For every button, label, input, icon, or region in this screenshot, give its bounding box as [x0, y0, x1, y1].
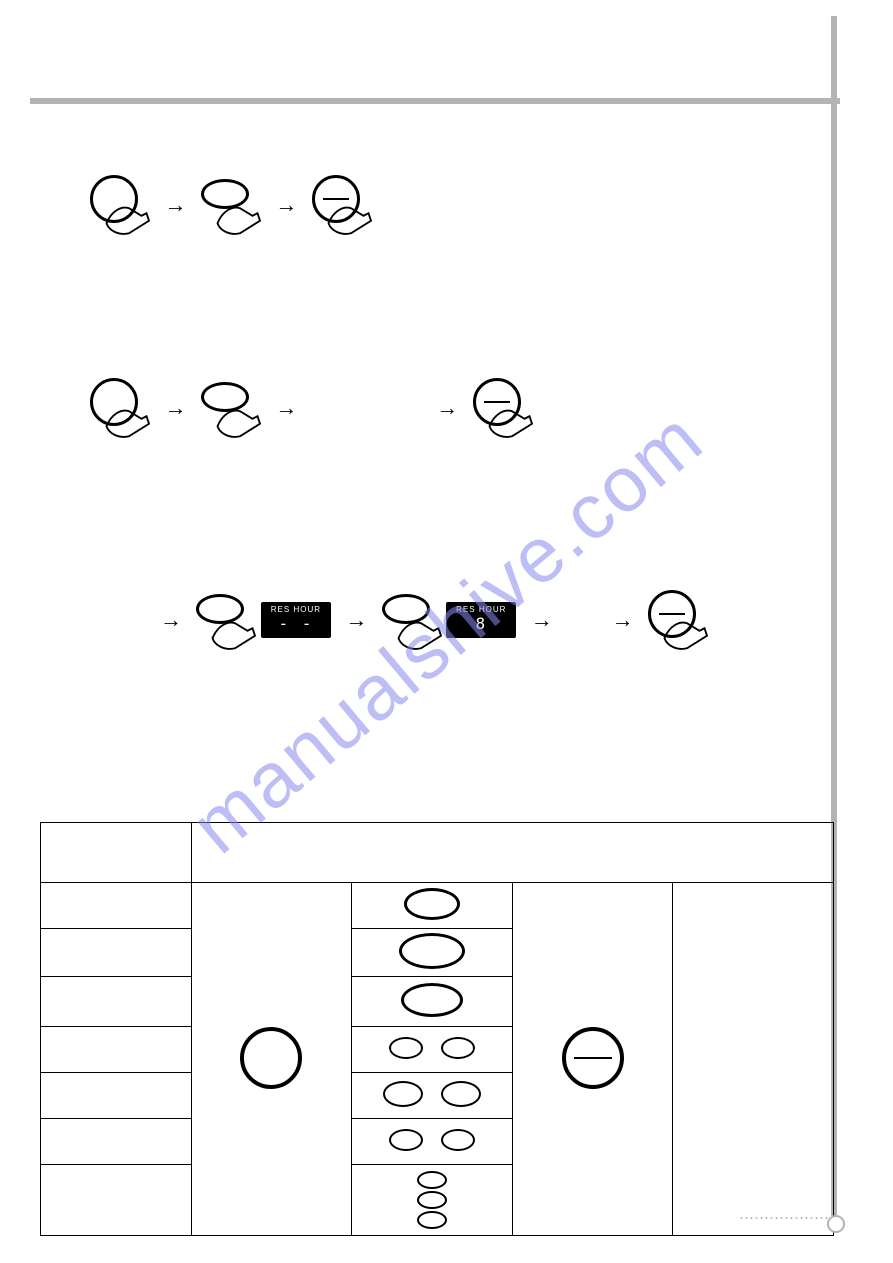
- footer-circle-icon: [827, 1215, 845, 1233]
- cell-blank: [673, 883, 834, 1236]
- arrow-icon: →: [275, 395, 297, 421]
- press-circle-line-icon: [473, 378, 533, 438]
- hand-icon: [215, 400, 265, 440]
- oval-small-icon: [417, 1171, 447, 1189]
- footer-dots: [739, 1217, 837, 1219]
- arrow-icon: →: [275, 192, 297, 218]
- oval-small-icon: [383, 1081, 423, 1107]
- cell-oval: [352, 883, 513, 929]
- oval-small-icon: [441, 1081, 481, 1107]
- circle-icon: [240, 1027, 302, 1089]
- oval-small-icon: [441, 1037, 475, 1059]
- cell-two-ovals: [352, 1119, 513, 1165]
- cell-two-ovals: [352, 1073, 513, 1119]
- press-main-circle-icon: [90, 175, 150, 235]
- oval-small-icon: [417, 1191, 447, 1209]
- cell-big-circle-line: [512, 883, 673, 1236]
- cell-big-circle: [191, 883, 352, 1236]
- row-label: [41, 977, 192, 1027]
- divider-horizontal: [30, 98, 840, 104]
- lcd-display-1: RES HOUR - -: [261, 602, 331, 638]
- press-oval-icon: [201, 175, 261, 235]
- sequence-3: → RES HOUR - - → RES HOUR 8 → →: [150, 590, 803, 650]
- hand-icon: [210, 612, 260, 652]
- row-label: [41, 1073, 192, 1119]
- hand-icon: [487, 400, 537, 440]
- header-blank: [41, 823, 192, 883]
- table-row: [41, 883, 834, 929]
- row-label: [41, 1165, 192, 1236]
- lcd-label: RES HOUR: [446, 605, 516, 614]
- press-oval-icon: [382, 590, 442, 650]
- arrow-icon: →: [436, 395, 458, 421]
- hand-icon: [104, 197, 154, 237]
- arrow-icon: →: [164, 192, 186, 218]
- lcd-display-2: RES HOUR 8: [446, 602, 516, 638]
- row-label: [41, 929, 192, 977]
- oval-small-icon: [417, 1211, 447, 1229]
- oval-icon: [399, 933, 465, 969]
- cell-three-ovals-vert: [352, 1165, 513, 1236]
- table: [40, 822, 834, 1236]
- lcd-value: - -: [261, 614, 331, 633]
- arrow-icon: →: [160, 607, 182, 633]
- oval-small-icon: [389, 1129, 423, 1151]
- oval-small-icon: [441, 1129, 475, 1151]
- arrow-icon: →: [345, 607, 367, 633]
- row-label: [41, 1027, 192, 1073]
- oval-small-icon: [389, 1037, 423, 1059]
- arrow-icon: →: [164, 395, 186, 421]
- press-main-circle-icon: [90, 378, 150, 438]
- press-oval-icon: [196, 590, 256, 650]
- header-span: [191, 823, 833, 883]
- press-oval-icon: [201, 378, 261, 438]
- press-circle-line-icon: [312, 175, 372, 235]
- cell-oval: [352, 977, 513, 1027]
- row-label: [41, 1119, 192, 1165]
- circle-line-icon: [562, 1027, 624, 1089]
- press-circle-line-icon: [648, 590, 708, 650]
- arrow-icon: →: [531, 607, 553, 633]
- page: manualshive.com → → → → →: [0, 0, 893, 1263]
- hand-icon: [104, 400, 154, 440]
- oval-icon: [401, 983, 463, 1017]
- row-label: [41, 883, 192, 929]
- cell-oval: [352, 929, 513, 977]
- hand-icon: [326, 197, 376, 237]
- procedure-table: [40, 822, 834, 1236]
- sequence-1: → →: [90, 175, 803, 235]
- hand-icon: [662, 612, 712, 652]
- hand-icon: [215, 197, 265, 237]
- lcd-label: RES HOUR: [261, 605, 331, 614]
- sequence-2: → → →: [90, 378, 803, 438]
- cell-two-ovals: [352, 1027, 513, 1073]
- arrow-icon: →: [612, 607, 634, 633]
- lcd-value: 8: [446, 614, 516, 633]
- hand-icon: [396, 612, 446, 652]
- table-header-row: [41, 823, 834, 883]
- oval-icon: [404, 888, 460, 920]
